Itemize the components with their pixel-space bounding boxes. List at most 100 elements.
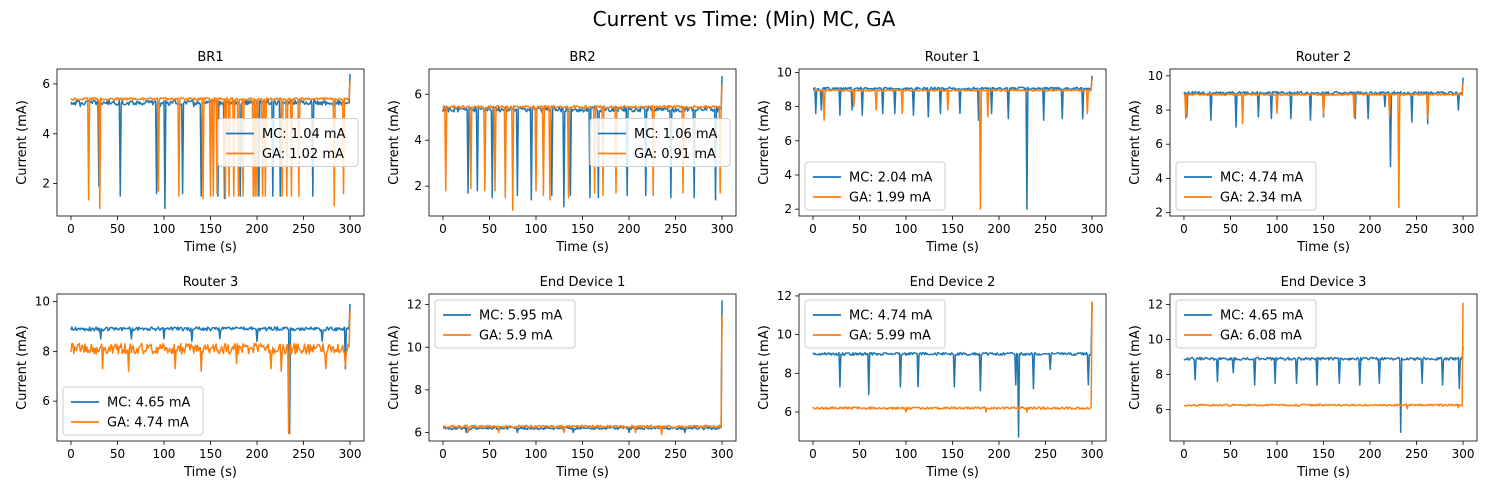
x-tick-label: 250 — [292, 447, 315, 461]
x-tick-label: 0 — [809, 222, 817, 236]
y-axis-label: Current (mA) — [387, 100, 402, 185]
y-tick-label: 12 — [777, 289, 792, 303]
x-axis-label: Time (s) — [1296, 240, 1350, 255]
x-tick-label: 150 — [1312, 447, 1335, 461]
legend-box — [804, 161, 946, 211]
legend-label-ga: GA: 0.91 mA — [634, 147, 716, 162]
y-tick-label: 12 — [1148, 298, 1163, 312]
legend-label-ga: GA: 2.34 mA — [1220, 191, 1302, 206]
series-line-mc — [1183, 346, 1464, 433]
subplot-4: Router 2 0 50 100 150 200 250 300 2 4 6 8 10 Time (s)… — [1128, 50, 1478, 255]
legend-label-mc: MC: 4.74 mA — [849, 309, 933, 324]
x-axis-label: Time (s) — [925, 240, 979, 255]
x-tick-label: 100 — [1266, 222, 1289, 236]
x-axis-label: Time (s) — [555, 240, 609, 255]
legend: MC: 4.74 mA GA: 5.99 mA — [804, 299, 946, 349]
x-tick-label: 250 — [1405, 447, 1428, 461]
legend-label-mc: MC: 4.65 mA — [107, 396, 191, 411]
y-tick-label: 6 — [1155, 403, 1163, 417]
x-tick-label: 0 — [1180, 222, 1188, 236]
legend-label-ga: GA: 5.99 mA — [849, 329, 931, 344]
x-tick-label: 200 — [618, 447, 641, 461]
y-tick-label: 8 — [1155, 368, 1163, 382]
subplot-title: BR1 — [197, 50, 223, 65]
y-axis-label: Current (mA) — [15, 325, 30, 410]
y-tick-label: 6 — [42, 77, 50, 91]
legend-box — [804, 299, 946, 349]
x-tick-label: 0 — [67, 447, 75, 461]
legend-label-mc: MC: 2.04 mA — [849, 171, 933, 186]
x-tick-label: 150 — [571, 447, 594, 461]
y-tick-label: 8 — [1155, 103, 1163, 117]
y-tick-label: 12 — [407, 298, 422, 312]
legend-label-mc: MC: 1.04 mA — [262, 127, 346, 142]
x-tick-label: 300 — [339, 447, 362, 461]
x-tick-label: 250 — [1405, 222, 1428, 236]
y-axis-label: Current (mA) — [387, 325, 402, 410]
x-tick-label: 200 — [988, 447, 1011, 461]
y-tick-label: 8 — [42, 344, 50, 358]
y-tick-label: 2 — [414, 179, 422, 193]
legend: MC: 4.65 mA GA: 6.08 mA — [1175, 299, 1317, 349]
x-tick-label: 300 — [339, 222, 362, 236]
y-tick-label: 4 — [414, 133, 422, 147]
series-lines — [812, 75, 1093, 210]
y-tick-label: 10 — [35, 294, 50, 308]
y-tick-label: 10 — [1148, 333, 1163, 347]
series-line-ga — [442, 315, 723, 436]
x-tick-label: 150 — [199, 447, 222, 461]
y-tick-label: 2 — [1155, 206, 1163, 220]
x-tick-label: 200 — [618, 222, 641, 236]
y-tick-label: 8 — [784, 100, 792, 114]
x-tick-label: 300 — [1081, 222, 1104, 236]
x-tick-label: 100 — [153, 447, 176, 461]
legend-label-mc: MC: 5.95 mA — [479, 309, 563, 324]
subplot-7: End Device 2 0 50 100 150 200 250 300 6 8 10 12 Time… — [757, 275, 1107, 480]
x-tick-label: 50 — [110, 222, 125, 236]
x-tick-label: 300 — [1452, 447, 1475, 461]
x-axis-label: Time (s) — [183, 465, 237, 480]
x-tick-label: 100 — [895, 222, 918, 236]
x-tick-label: 0 — [1180, 447, 1188, 461]
subplot-title: BR2 — [569, 50, 595, 65]
y-axis-label: Current (mA) — [757, 100, 772, 185]
x-tick-label: 50 — [852, 222, 867, 236]
x-tick-label: 100 — [525, 447, 548, 461]
legend-label-mc: MC: 4.65 mA — [1220, 309, 1304, 324]
x-axis-label: Time (s) — [1296, 465, 1350, 480]
series-line-mc — [70, 73, 351, 210]
series-line-ga — [442, 85, 723, 212]
series-lines — [442, 300, 723, 436]
y-tick-label: 6 — [42, 394, 50, 408]
x-tick-label: 250 — [292, 222, 315, 236]
legend-box — [1175, 299, 1317, 349]
subplot-title: Router 3 — [183, 275, 239, 290]
legend-label-mc: MC: 1.06 mA — [634, 127, 718, 142]
series-line-ga — [70, 81, 351, 210]
series-lines — [442, 75, 723, 212]
x-tick-label: 50 — [1223, 447, 1238, 461]
x-tick-label: 300 — [711, 447, 734, 461]
legend-label-ga: GA: 1.02 mA — [262, 147, 344, 162]
y-tick-label: 2 — [42, 177, 50, 191]
series-lines — [70, 73, 351, 210]
series-lines — [812, 301, 1093, 438]
x-tick-label: 50 — [1223, 222, 1238, 236]
x-tick-label: 0 — [67, 222, 75, 236]
y-axis-label: Current (mA) — [757, 325, 772, 410]
y-axis-label: Current (mA) — [1128, 100, 1143, 185]
y-axis-label: Current (mA) — [15, 100, 30, 185]
y-tick-label: 4 — [42, 127, 50, 141]
legend-box — [1175, 161, 1317, 211]
subplot-6: End Device 1 0 50 100 150 200 250 300 6 8 10 12 Time… — [387, 275, 737, 480]
y-tick-label: 10 — [1148, 69, 1163, 83]
x-tick-label: 300 — [1081, 447, 1104, 461]
legend-box — [62, 386, 204, 436]
legend: MC: 4.74 mA GA: 2.34 mA — [1175, 161, 1317, 211]
series-line-mc — [70, 303, 351, 435]
series-line-mc — [1183, 77, 1464, 168]
series-line-ga — [812, 301, 1093, 413]
x-axis-label: Time (s) — [925, 465, 979, 480]
